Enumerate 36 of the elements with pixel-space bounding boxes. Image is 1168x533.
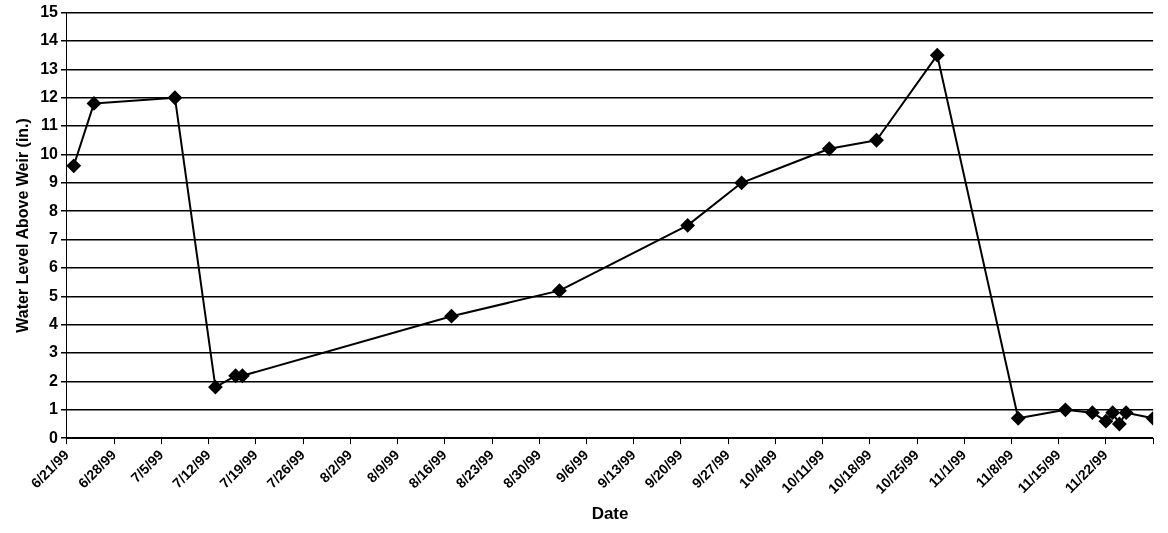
y-axis-title: Water Level Above Weir (in.) [14, 118, 32, 333]
point [1085, 405, 1100, 420]
y-tick-label: 14 [40, 31, 59, 49]
point [167, 90, 182, 105]
point [86, 96, 101, 111]
y-tick-label: 12 [40, 88, 59, 106]
y-tick-label: 4 [49, 315, 59, 333]
x-axis-title: Date [591, 504, 629, 524]
y-tick-label: 5 [49, 286, 59, 304]
y-tick-label: 9 [49, 173, 59, 191]
point [930, 48, 945, 63]
point [552, 283, 567, 298]
point [1011, 411, 1026, 426]
point [1058, 402, 1073, 417]
y-tick-label: 15 [40, 3, 59, 21]
point [67, 158, 81, 173]
y-tick-label: 11 [41, 116, 59, 134]
point [680, 218, 695, 233]
point [1105, 405, 1120, 420]
y-tick-label: 6 [49, 258, 59, 276]
point [1112, 417, 1127, 431]
y-tick-label: 2 [49, 371, 59, 389]
y-tick-label: 10 [40, 144, 59, 162]
point [1098, 414, 1113, 429]
point [208, 380, 223, 395]
y-tick-label: 13 [40, 59, 59, 77]
y-tick-label: 0 [49, 428, 59, 446]
point [869, 133, 884, 148]
y-tick-label: 3 [49, 343, 59, 361]
point [822, 141, 837, 156]
y-tick-label: 1 [49, 400, 59, 418]
point [1119, 405, 1134, 420]
y-tick-label: 8 [49, 201, 59, 219]
point [734, 175, 749, 190]
y-tick-label: 7 [49, 229, 59, 247]
point [444, 309, 459, 324]
